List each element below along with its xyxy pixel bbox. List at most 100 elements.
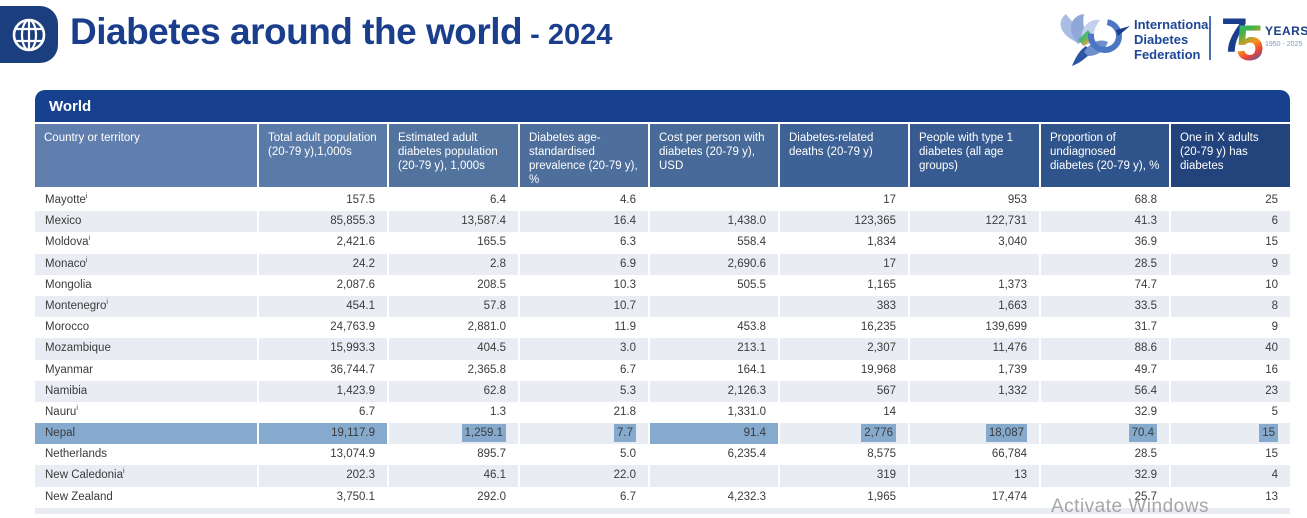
table-row[interactable]: Morocco 24,763.9 2,881.0 11.9 453.8 16,235 139… [35,317,1290,339]
country-cell[interactable]: Naurui [45,405,78,418]
value-cell[interactable]: 122,731 [908,211,1039,233]
country-cell[interactable]: New Zealand [45,490,113,503]
table-row[interactable]: Mexico 85,855.3 13,587.4 16.4 1,438.0 123,365… [35,211,1290,233]
value-cell[interactable]: 32.9 [1039,465,1169,487]
value-cell[interactable]: 4 [1169,465,1290,487]
value-cell[interactable]: 13 [1169,486,1290,508]
value-cell[interactable]: 1,332 [908,380,1039,402]
value-cell[interactable]: 36,744.7 [257,359,387,381]
value-cell[interactable]: 6.4 [387,190,518,212]
value-cell[interactable]: 5.3 [518,380,648,402]
value-cell[interactable]: 2,421.6 [257,232,387,254]
value-cell[interactable]: 24.2 [257,253,387,275]
table-row[interactable]: Myanmar 36,744.7 2,365.8 6.7 164.1 19,968 1,73… [35,359,1290,381]
value-cell[interactable]: 1,423.9 [257,380,387,402]
value-cell[interactable]: 292.0 [387,486,518,508]
value-cell[interactable]: 10.3 [518,274,648,296]
value-cell[interactable]: 208.5 [387,274,518,296]
value-cell[interactable]: 11,476 [908,338,1039,360]
value-cell[interactable]: 5.0 [518,444,648,466]
value-cell[interactable]: 15,993.3 [257,338,387,360]
value-cell[interactable]: 24,763.9 [257,317,387,339]
value-cell[interactable]: 9 [1169,317,1290,339]
value-cell[interactable]: 4.6 [518,190,648,212]
value-cell[interactable] [648,190,778,212]
value-cell[interactable]: 3,040 [908,232,1039,254]
value-cell[interactable]: 164.1 [648,359,778,381]
value-cell[interactable] [648,295,778,318]
value-cell[interactable]: 31.7 [1039,317,1169,339]
value-cell[interactable]: 1.3 [387,401,518,424]
table-row[interactable]: Nepal 19,117.9 1,259.1 7.7 91.4 2,776 18,087 70… [35,423,1290,445]
value-cell[interactable] [908,253,1039,275]
value-cell[interactable]: 1,739 [908,359,1039,381]
value-cell[interactable]: 6.7 [518,486,648,508]
value-cell[interactable]: 11.9 [518,317,648,339]
value-cell[interactable]: 46.1 [387,465,518,487]
table-row[interactable]: Namibia 1,423.9 62.8 5.3 2,126.3 567 1,332 56.4… [35,380,1290,402]
table-row[interactable]: Mayottei 157.5 6.4 4.6 17 953 68.8 25 [35,190,1290,212]
value-cell[interactable]: 14 [778,401,908,424]
value-cell[interactable]: 2,690.6 [648,253,778,275]
value-cell[interactable]: 404.5 [387,338,518,360]
table-row[interactable]: Montenegroi 454.1 57.8 10.7 383 1,663 33.5 8 [35,295,1290,318]
value-cell[interactable]: 70.4 [1039,423,1169,445]
table-row[interactable]: Monacoi 24.2 2.8 6.9 2,690.6 17 28.5 9 [35,253,1290,275]
value-cell[interactable]: 7.7 [518,423,648,445]
value-cell[interactable]: 6.7 [257,401,387,424]
value-cell[interactable]: 17,474 [908,486,1039,508]
value-cell[interactable]: 15 [1169,232,1290,254]
value-cell[interactable]: 383 [778,295,908,318]
table-row[interactable]: New Caledoniai 202.3 46.1 22.0 319 13 32.9 4 [35,465,1290,487]
country-cell[interactable]: Mayottei [45,193,88,206]
country-cell[interactable]: Mexico [45,215,82,228]
value-cell[interactable]: 36.9 [1039,232,1169,254]
value-cell[interactable]: 2,881.0 [387,317,518,339]
value-cell[interactable]: 6.9 [518,253,648,275]
table-row[interactable]: Netherlands 13,074.9 895.7 5.0 6,235.4 8,575 6… [35,444,1290,466]
value-cell[interactable]: 16.4 [518,211,648,233]
value-cell[interactable]: 56.4 [1039,380,1169,402]
value-cell[interactable]: 6.7 [518,359,648,381]
value-cell[interactable]: 123,365 [778,211,908,233]
value-cell[interactable]: 32.9 [1039,401,1169,424]
value-cell[interactable] [648,465,778,487]
value-cell[interactable]: 505.5 [648,274,778,296]
country-cell[interactable]: Nepal [35,423,257,445]
value-cell[interactable]: 10 [1169,274,1290,296]
value-cell[interactable]: 25.7 [1039,486,1169,508]
table-row[interactable]: Mozambique 15,993.3 404.5 3.0 213.1 2,307 11,4… [35,338,1290,360]
value-cell[interactable]: 1,438.0 [648,211,778,233]
value-cell[interactable]: 165.5 [387,232,518,254]
value-cell[interactable]: 8,575 [778,444,908,466]
value-cell[interactable]: 13,074.9 [257,444,387,466]
country-cell[interactable]: Morocco [45,321,90,334]
value-cell[interactable]: 202.3 [257,465,387,487]
country-cell[interactable]: Moldovai [45,235,91,249]
value-cell[interactable]: 3,750.1 [257,486,387,508]
table-row[interactable]: Naurui 6.7 1.3 21.8 1,331.0 14 32.9 5 [35,401,1290,424]
value-cell[interactable]: 453.8 [648,317,778,339]
country-cell[interactable]: Mongolia [45,278,92,291]
value-cell[interactable]: 13 [908,465,1039,487]
value-cell[interactable]: 68.8 [1039,190,1169,212]
value-cell[interactable]: 17 [778,190,908,212]
value-cell[interactable]: 16,235 [778,317,908,339]
value-cell[interactable]: 6.3 [518,232,648,254]
country-cell[interactable]: Monacoi [45,256,88,270]
value-cell[interactable]: 8 [1169,295,1290,318]
value-cell[interactable]: 2,365.8 [387,359,518,381]
country-cell[interactable]: Myanmar [45,363,93,376]
value-cell[interactable]: 88.6 [1039,338,1169,360]
value-cell[interactable]: 895.7 [387,444,518,466]
value-cell[interactable]: 1,331.0 [648,401,778,424]
value-cell[interactable]: 6 [1169,211,1290,233]
value-cell[interactable]: 10.7 [518,295,648,318]
value-cell[interactable]: 2.8 [387,253,518,275]
value-cell[interactable]: 139,699 [908,317,1039,339]
value-cell[interactable]: 74.7 [1039,274,1169,296]
value-cell[interactable]: 6,235.4 [648,444,778,466]
value-cell[interactable]: 2,307 [778,338,908,360]
value-cell[interactable]: 213.1 [648,338,778,360]
value-cell[interactable]: 4,232.3 [648,486,778,508]
